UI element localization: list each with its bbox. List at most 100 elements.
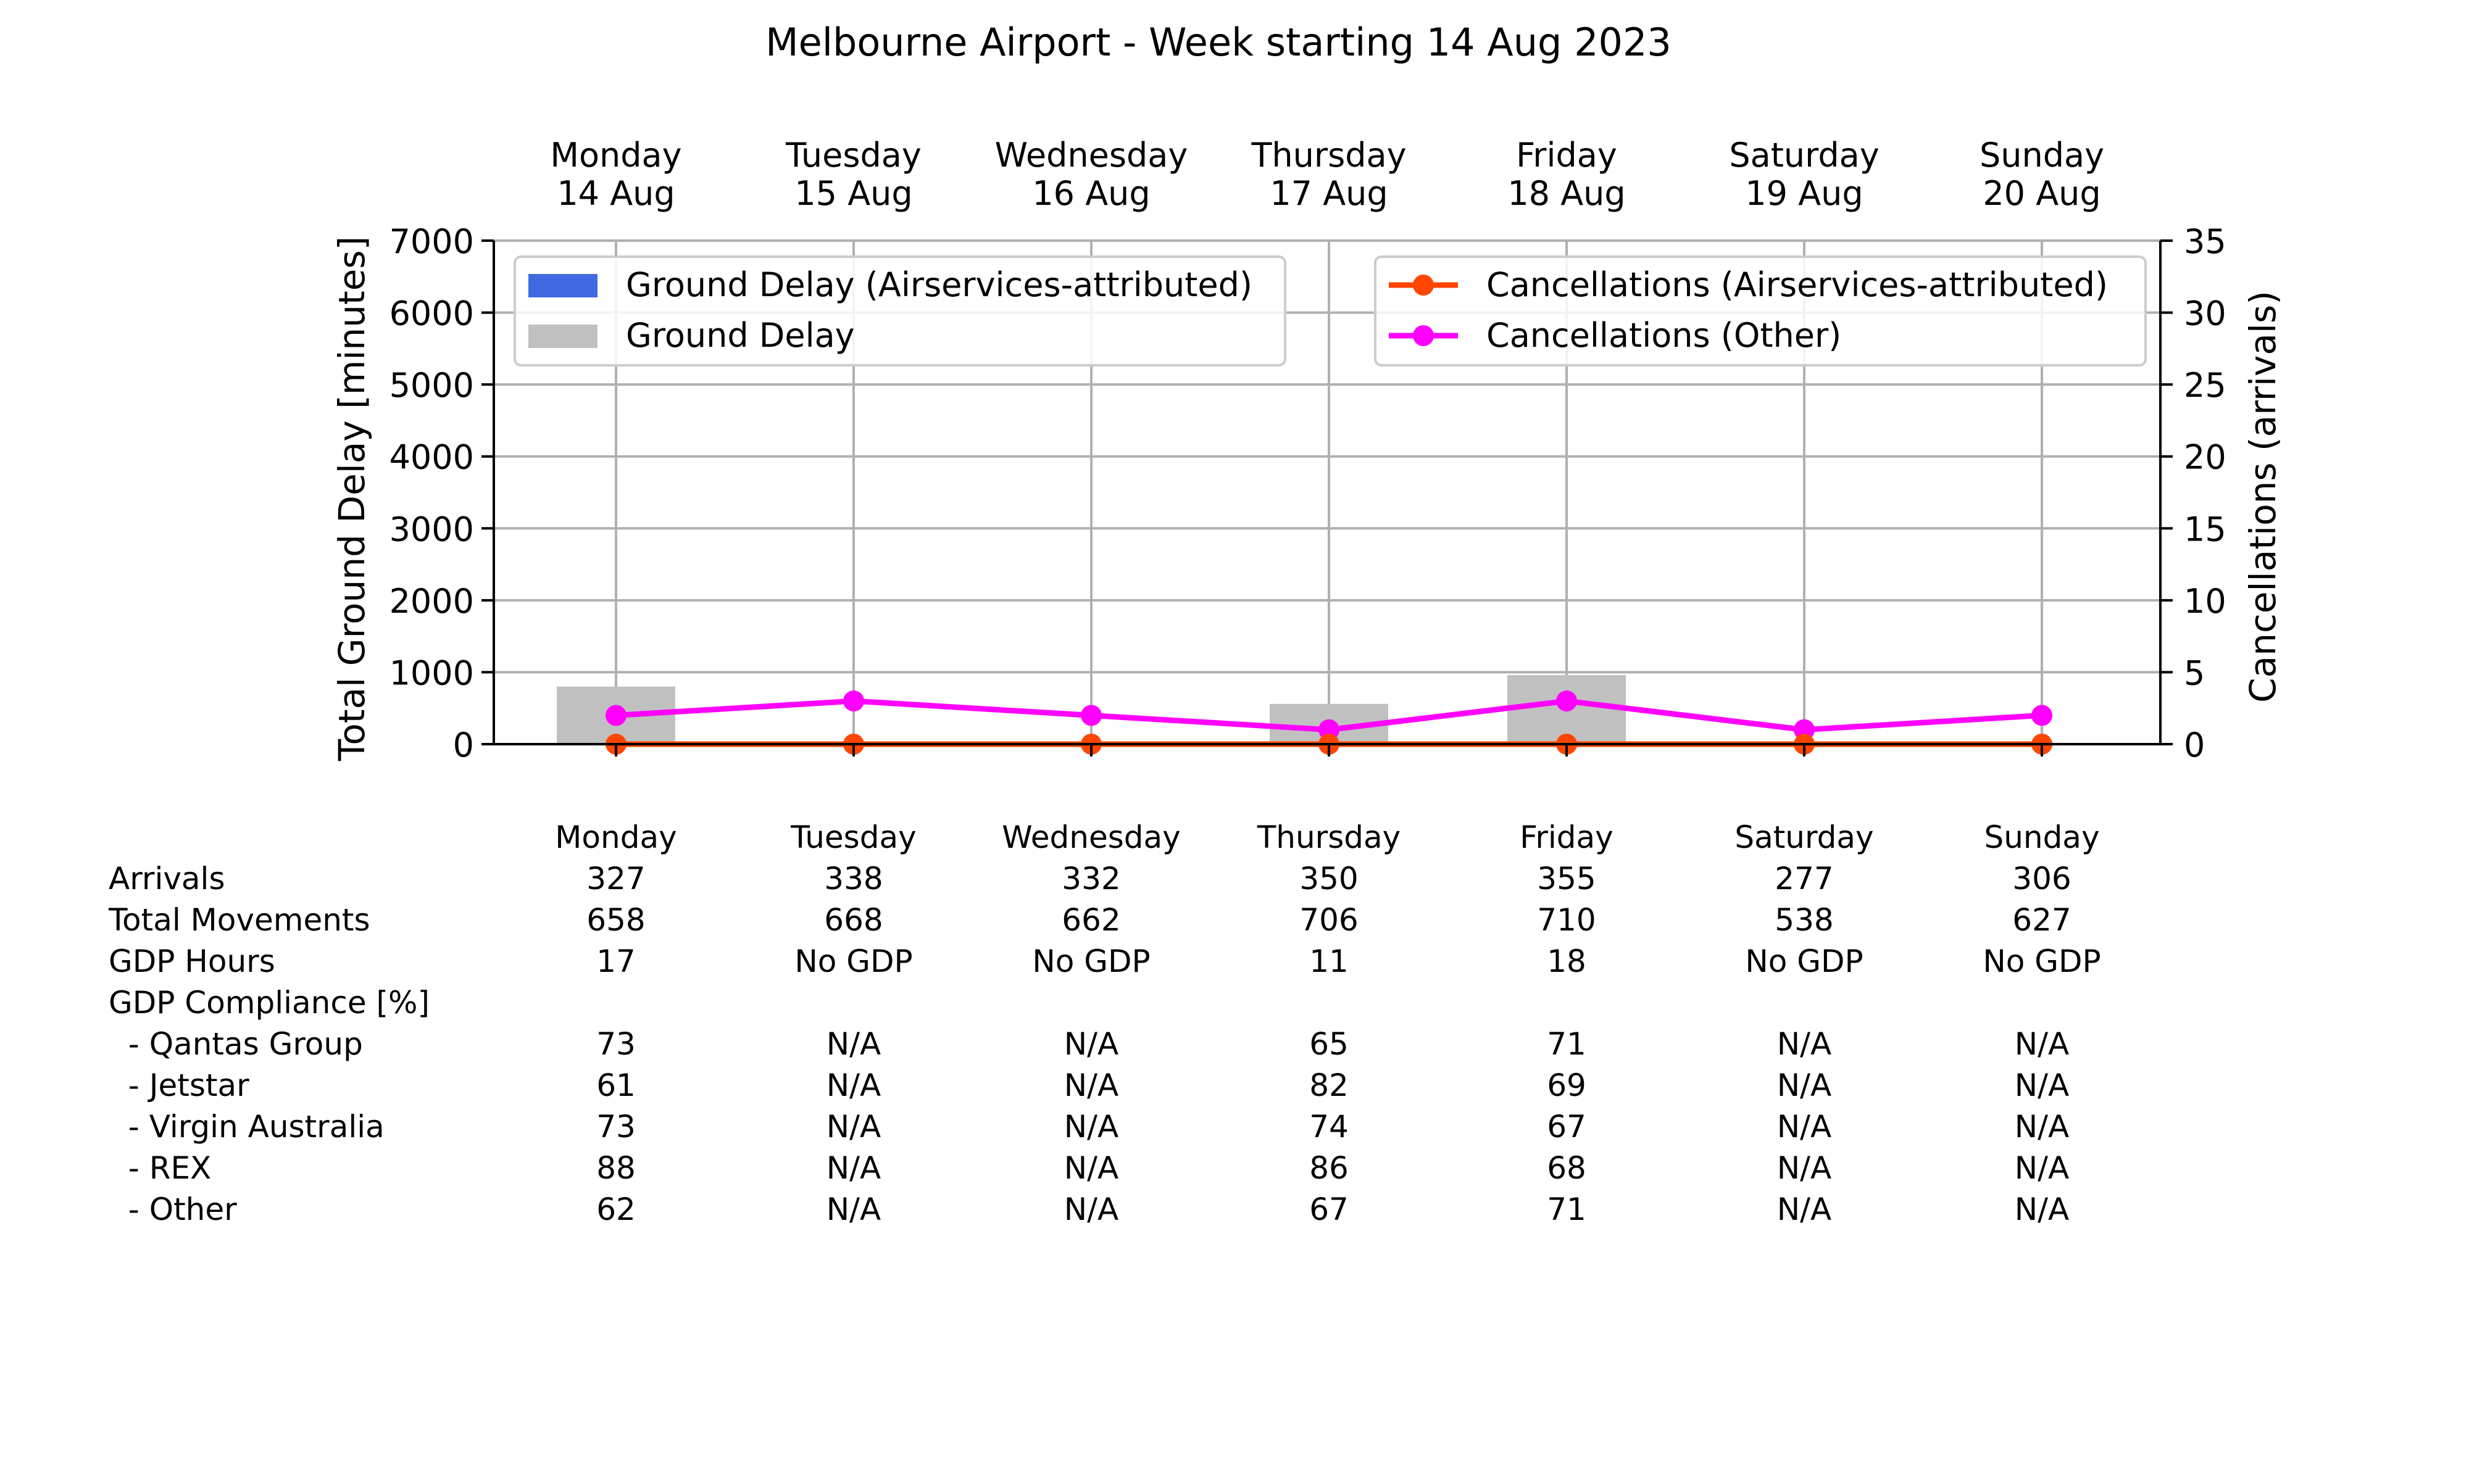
table-cell: N/A	[1064, 1109, 1118, 1145]
table-cell: 73	[596, 1109, 636, 1145]
left-tick-label: 2000	[389, 582, 474, 621]
table-cell: N/A	[1777, 1192, 1831, 1227]
stats-table: Monday Tuesday Wednesday Thursday Friday Satu…	[108, 819, 2101, 1227]
top-day-label: Friday	[1516, 136, 1617, 175]
table-cell: 62	[596, 1192, 636, 1227]
right-tick-label: 15	[2184, 510, 2226, 549]
table-cell: N/A	[826, 1067, 881, 1103]
table-header-cell: Monday	[555, 819, 677, 855]
table-cell: 658	[586, 902, 645, 938]
table-cell: N/A	[1777, 1150, 1831, 1186]
top-day-label: Thursday	[1251, 136, 1406, 175]
table-cell: 73	[596, 1026, 636, 1062]
table-cell: 67	[1547, 1109, 1586, 1145]
table-cell: N/A	[1064, 1026, 1118, 1062]
table-row-label: - REX	[109, 1150, 211, 1186]
left-tick-label: 3000	[389, 510, 474, 549]
table-cell: 327	[586, 861, 645, 897]
table-cell: 710	[1537, 902, 1596, 938]
left-tick-label: 4000	[389, 438, 474, 477]
left-tick-label: 5000	[389, 366, 474, 405]
series-point-1	[843, 690, 864, 712]
table-row-label: - Qantas Group	[109, 1026, 363, 1062]
table-cell: 18	[1547, 943, 1586, 979]
legend-marker	[1413, 275, 1434, 296]
table-cell: N/A	[826, 1192, 881, 1227]
series-point-5	[1794, 719, 1815, 740]
table-cell: 69	[1547, 1067, 1586, 1103]
table-cell: N/A	[1777, 1067, 1831, 1103]
series-point-4	[1556, 690, 1577, 712]
table-header-cell: Thursday	[1257, 819, 1401, 855]
series-point-3	[1318, 719, 1339, 740]
right-tick-label: 0	[2184, 726, 2205, 765]
table-cell: 306	[2012, 861, 2071, 897]
top-date-label: 20 Aug	[1983, 174, 2101, 213]
right-axis-label: Cancellations (arrivals)	[2242, 291, 2284, 703]
legend-left: Ground Delay (Airservices-attributed) Gro…	[514, 255, 1286, 367]
table-cell: 71	[1547, 1026, 1586, 1062]
table-cell: N/A	[1064, 1192, 1118, 1227]
table-cell: N/A	[2015, 1026, 2069, 1062]
top-day-label: Monday	[550, 136, 681, 175]
right-tick-label: 20	[2184, 438, 2226, 477]
table-cell: 17	[596, 943, 636, 979]
right-tick-label: 10	[2184, 582, 2226, 621]
left-tick-label: 0	[453, 726, 474, 765]
top-date-label: 14 Aug	[557, 174, 675, 213]
table-cell: N/A	[826, 1150, 881, 1186]
legend-label: Ground Delay (Airservices-attributed)	[626, 265, 1252, 304]
table-row-label: Total Movements	[108, 902, 370, 938]
table-header-cell: Friday	[1520, 819, 1613, 855]
table-cell: 332	[1062, 861, 1120, 897]
legend-label: Cancellations (Other)	[1486, 316, 1841, 355]
table-cell: 86	[1309, 1150, 1349, 1186]
legend-marker	[1413, 325, 1434, 346]
table-cell: 88	[596, 1150, 636, 1186]
table-cell: 338	[824, 861, 883, 897]
table-cell: 82	[1309, 1067, 1349, 1103]
table-cell: 277	[1775, 861, 1833, 897]
table-cell: N/A	[1777, 1026, 1831, 1062]
table-cell: 65	[1309, 1026, 1349, 1062]
legend-left-box	[514, 255, 1286, 367]
table-cell: 61	[596, 1067, 636, 1103]
top-day-label: Tuesday	[785, 136, 922, 175]
series-point-6	[2031, 705, 2052, 726]
table-row-label: - Jetstar	[109, 1067, 249, 1103]
table-cell: N/A	[2015, 1109, 2069, 1145]
legend-label: Cancellations (Airservices-attributed)	[1486, 265, 2108, 304]
right-tick-label: 35	[2184, 222, 2226, 261]
series-point-2	[1081, 705, 1102, 726]
table-cell: 67	[1309, 1192, 1349, 1227]
top-day-label: Sunday	[1980, 136, 2104, 175]
table-cell: No GDP	[1983, 943, 2101, 979]
table-cell: No GDP	[1032, 943, 1150, 979]
table-cell: No GDP	[1745, 943, 1863, 979]
table-cell: No GDP	[794, 943, 912, 979]
series-point-0	[606, 705, 627, 726]
top-date-label: 17 Aug	[1270, 174, 1388, 213]
table-cell: N/A	[1777, 1109, 1831, 1145]
table-cell: N/A	[2015, 1067, 2069, 1103]
top-day-label: Wednesday	[995, 136, 1188, 175]
top-date-label: 16 Aug	[1032, 174, 1150, 213]
table-cell: N/A	[1064, 1150, 1118, 1186]
right-tick-label: 25	[2184, 366, 2226, 405]
table-header-cell: Saturday	[1734, 819, 1873, 855]
left-tick-label: 6000	[389, 294, 474, 333]
legend-swatch	[528, 325, 597, 348]
table-row-label: GDP Hours	[109, 943, 275, 979]
table-cell: 662	[1062, 902, 1120, 938]
table-header-cell: Tuesday	[790, 819, 916, 855]
table-cell: N/A	[2015, 1192, 2069, 1227]
top-date-label: 19 Aug	[1745, 174, 1863, 213]
table-cell: 668	[824, 902, 883, 938]
top-day-label: Saturday	[1729, 136, 1879, 175]
left-tick-label: 7000	[389, 222, 474, 261]
axes-group: 0 1000 2000 3000 4000 5000 6000 7000 0 5 10 15 20 25 3…	[389, 222, 2226, 765]
left-axis-label: Total Ground Delay [minutes]	[331, 236, 373, 761]
table-cell: 11	[1309, 943, 1349, 979]
